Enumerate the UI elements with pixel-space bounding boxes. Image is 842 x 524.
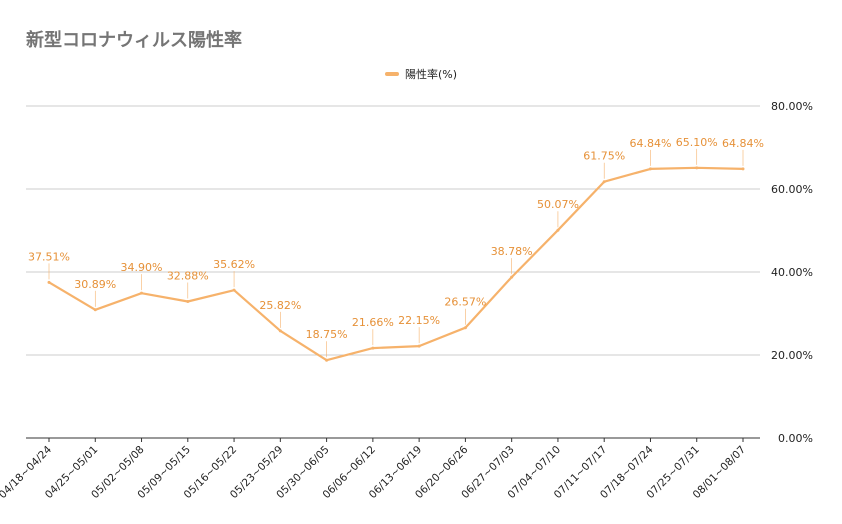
data-label: 22.15%	[398, 314, 440, 327]
legend: 陽性率(%)	[0, 66, 842, 82]
data-point	[371, 346, 375, 350]
data-label: 61.75%	[583, 150, 625, 163]
data-point	[463, 326, 467, 330]
data-point	[93, 308, 97, 312]
data-label: 50.07%	[537, 198, 579, 211]
data-label: 25.82%	[259, 299, 301, 312]
data-point	[648, 167, 652, 171]
data-label: 18.75%	[306, 328, 348, 341]
legend-label: 陽性率(%)	[404, 68, 458, 81]
data-label: 65.10%	[676, 136, 718, 149]
data-point	[602, 180, 606, 184]
data-point	[510, 275, 514, 279]
data-label: 64.84%	[722, 137, 764, 150]
data-label: 21.66%	[352, 316, 394, 329]
y-tick-label: 80.00%	[771, 100, 813, 113]
chart-title: 新型コロナウィルス陽性率	[26, 30, 242, 51]
data-label: 64.84%	[629, 137, 671, 150]
data-point	[741, 167, 745, 171]
y-tick-label: 20.00%	[771, 349, 813, 362]
data-point	[186, 300, 190, 304]
data-point	[325, 358, 329, 362]
data-label: 32.88%	[167, 270, 209, 283]
data-label: 37.51%	[28, 250, 70, 263]
data-label: 38.78%	[491, 245, 533, 258]
data-point	[232, 288, 236, 292]
data-point	[417, 344, 421, 348]
series-line	[47, 166, 745, 362]
y-tick-label: 60.00%	[771, 183, 813, 196]
data-point	[278, 329, 282, 333]
y-tick-label: 0.00%	[778, 432, 813, 445]
legend-swatch	[384, 72, 399, 76]
data-label: 26.57%	[444, 296, 486, 309]
data-label: 30.89%	[74, 278, 116, 291]
data-point	[556, 228, 560, 232]
data-point	[695, 166, 699, 170]
data-label: 34.90%	[121, 261, 163, 274]
data-point	[140, 291, 144, 295]
data-point	[47, 280, 51, 284]
data-label: 35.62%	[213, 258, 255, 271]
y-tick-label: 40.00%	[771, 266, 813, 279]
